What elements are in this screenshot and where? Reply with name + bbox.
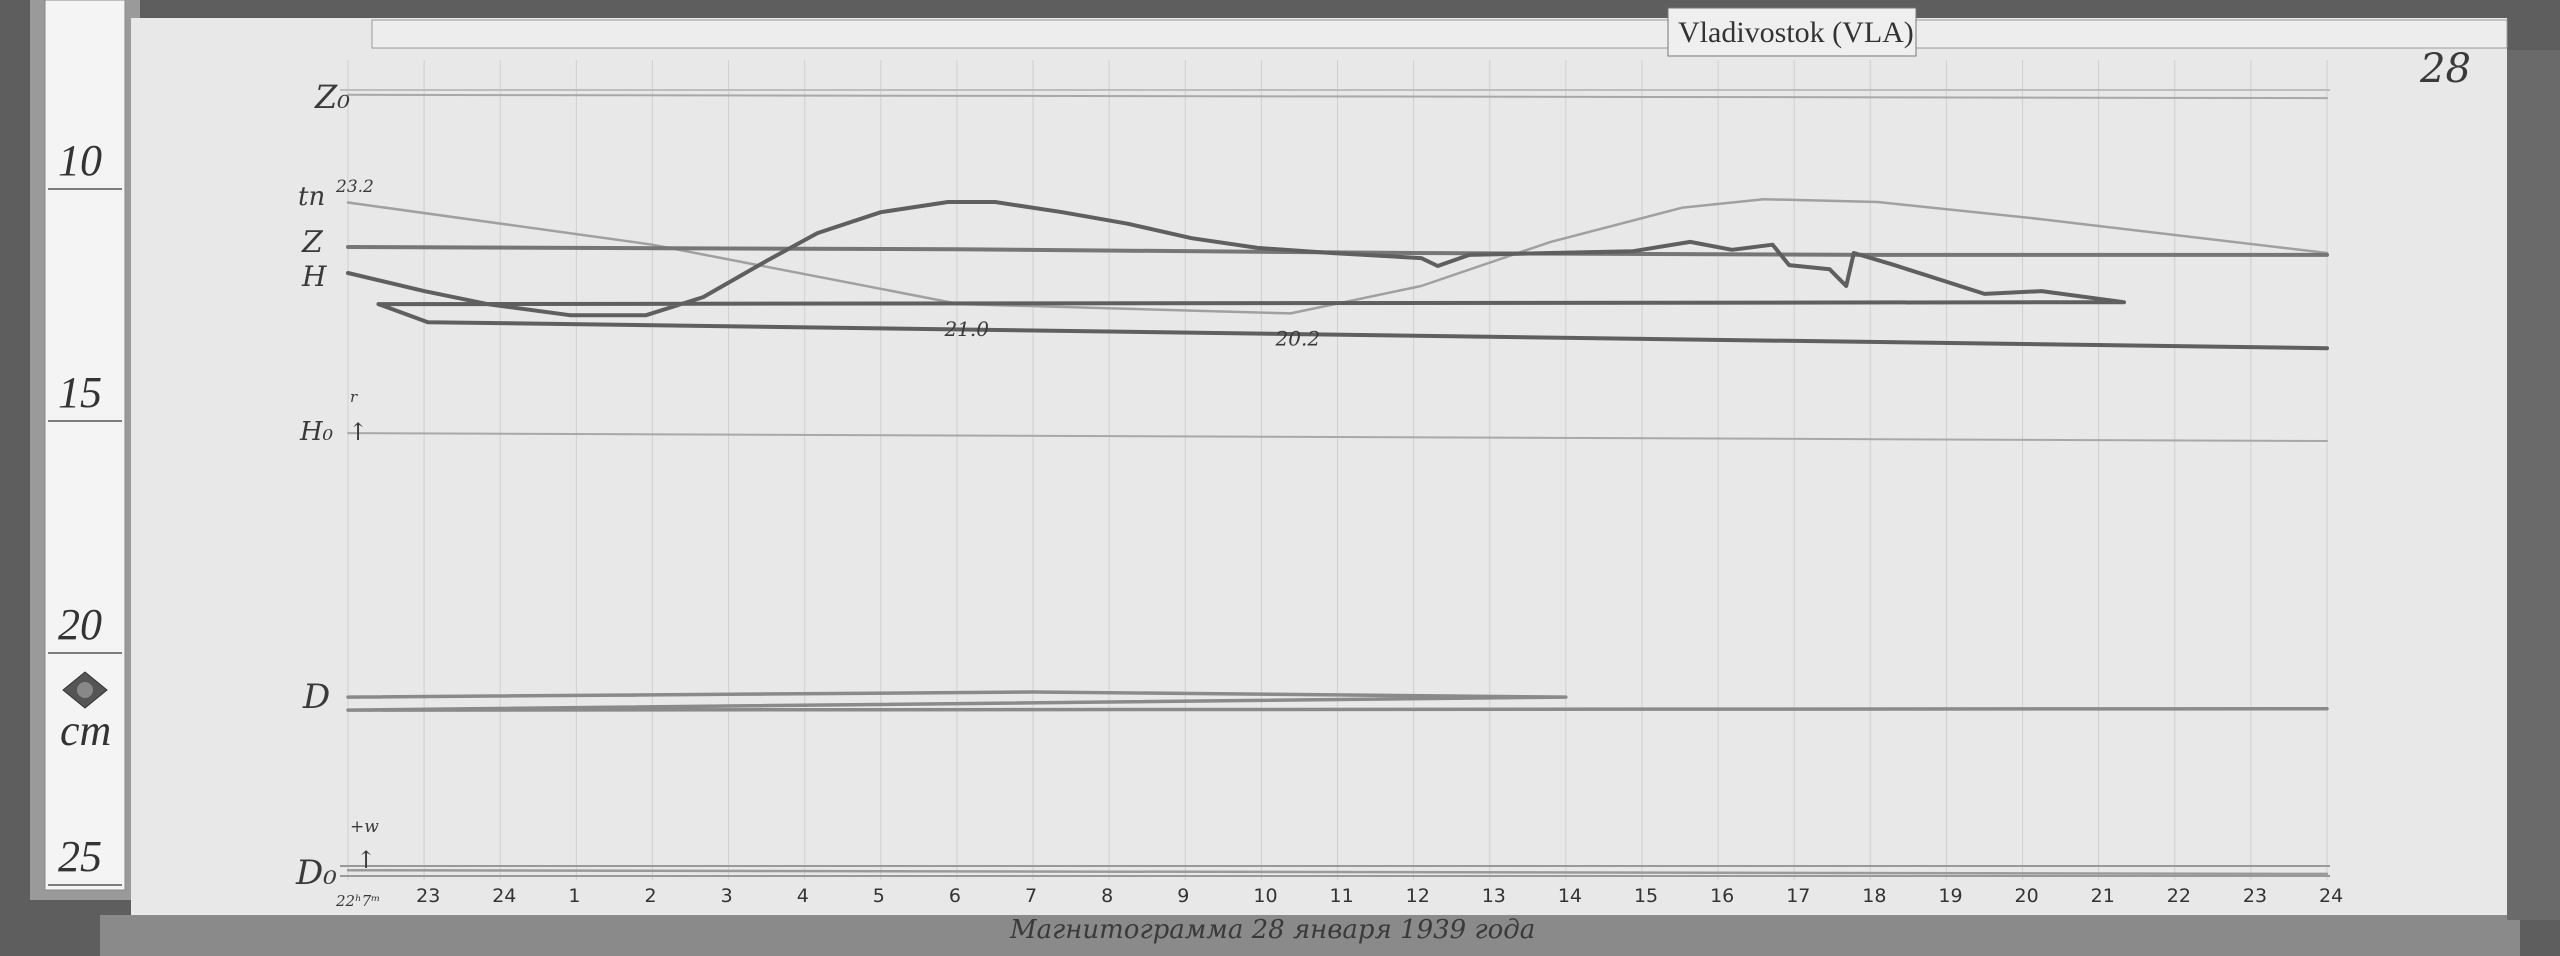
x-tick-label: 20 [2015, 885, 2039, 907]
label-z: Z [301, 225, 324, 260]
x-tick-label: 6 [949, 885, 961, 907]
ruler-unit: cm [60, 706, 111, 755]
trace-z0 [347, 93, 2328, 100]
x-tick-label: 24 [492, 885, 516, 907]
label-h0: H₀ [299, 417, 334, 447]
x-tick-label: 14 [1558, 885, 1582, 907]
x-tick-label: 19 [1938, 885, 1962, 907]
x-tick-label: 1 [568, 885, 580, 907]
x-tick-label: 2 [644, 885, 656, 907]
x-tick-label: 8 [1101, 885, 1113, 907]
x-tick-label: 18 [1862, 885, 1886, 907]
x-tick-label: 7 [1025, 885, 1037, 907]
ruler-label: 15 [58, 368, 102, 417]
x-tick-label: 16 [1710, 885, 1734, 907]
frame-right [2507, 50, 2560, 920]
trace-labels: Z₀ tn 23.2 ZH H₀ ↑ r D D₀ +w ↑ 22ʰ7ᵐ [295, 78, 380, 910]
hour-grid [340, 60, 2330, 880]
label-h0_sup: r [350, 388, 358, 406]
ruler-label: 25 [58, 832, 102, 881]
ruler-strip [44, 0, 126, 891]
frame-bottom [100, 915, 2520, 956]
x-tick-label: 9 [1177, 885, 1189, 907]
traces: 21.0 20.2 [346, 93, 2329, 876]
seal-icon [62, 671, 108, 709]
label-h0_arrow: ↑ [348, 418, 368, 446]
x-tick-label: 15 [1634, 885, 1658, 907]
label-z0: Z₀ [314, 78, 350, 116]
ruler-label: 10 [58, 136, 102, 185]
label-d0_sup: +w [350, 817, 379, 837]
annotation-label: 20.2 [1275, 326, 1321, 350]
trace-d [346, 690, 2329, 712]
x-tick-label: 22 [2167, 885, 2191, 907]
top-strip [371, 19, 2508, 49]
label-t_start_value: 23.2 [335, 177, 374, 197]
x-tick-label: 3 [721, 885, 733, 907]
ruler-label: 20 [58, 600, 102, 649]
trace-h [346, 200, 2329, 351]
x-tick-label: 10 [1253, 885, 1277, 907]
label-h: H [301, 260, 327, 293]
x-tick-label: 23 [416, 885, 440, 907]
trace-d0 [346, 868, 2329, 876]
trace-t [346, 197, 2329, 315]
station-tag: Vladivostok (VLA) [1667, 7, 1917, 57]
label-d0: D₀ [295, 853, 337, 893]
x-tick-label: 11 [1330, 885, 1354, 907]
label-d0_arrow: ↑ [356, 846, 376, 874]
annotation-label: 21.0 [943, 317, 989, 341]
cm-ruler: 10 15 20 25 cm [48, 136, 122, 886]
caption: Магнитограмма 28 января 1939 года [1009, 915, 1535, 945]
x-tick-label: 13 [1482, 885, 1506, 907]
x-tick-label: 17 [1786, 885, 1810, 907]
x-tick-label: 4 [797, 885, 809, 907]
hour-ticks: 23 24 1 2 3 4 5 6 7 8 9 10 11 12 13 14 15 16 17 18 19 20 21 22 2… [416, 885, 2343, 907]
trace-h0 [347, 432, 2328, 442]
x-tick-label: 21 [2091, 885, 2115, 907]
x-tick-label: 23 [2243, 885, 2267, 907]
label-t: tn [298, 182, 325, 212]
x-tick-label: 5 [873, 885, 885, 907]
sheet-number: 28 [2419, 46, 2471, 92]
label-x-start: 22ʰ7ᵐ [335, 892, 380, 910]
x-tick-label: 24 [2319, 885, 2343, 907]
x-tick-label: 12 [1406, 885, 1430, 907]
paper [131, 18, 2507, 923]
label-d: D [302, 677, 330, 717]
trace-z [346, 245, 2329, 257]
station-tag-text: Vladivostok (VLA) [1678, 16, 1914, 49]
